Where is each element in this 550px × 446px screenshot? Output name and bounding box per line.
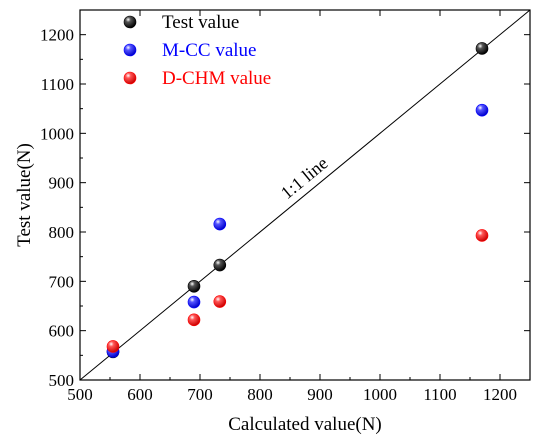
reference-line-1-1 [79,9,531,381]
data-point [213,295,227,308]
data-points [106,42,489,359]
y-tick-label: 700 [49,272,75,291]
data-point [187,279,201,293]
x-tick-label: 700 [187,385,213,404]
legend-marker [123,15,137,29]
y-tick-label: 1200 [40,26,74,45]
y-tick-label: 1000 [40,124,74,143]
y-tick-label: 500 [49,371,75,390]
x-tick-label: 800 [247,385,273,404]
data-point [475,103,489,117]
series-d-chm-value [106,229,489,353]
y-tick-label: 1100 [41,75,74,94]
data-point [475,229,489,242]
reference-line-group: 1:1 line [79,9,531,381]
data-point [106,340,120,353]
x-tick-label: 900 [307,385,333,404]
legend: Test value M-CC value D-CHM value [123,12,271,89]
series-m-cc-value [106,103,489,358]
legend-label: Test value [162,12,239,33]
x-tick-label: 1000 [363,385,397,404]
x-tick-label: 1200 [483,385,517,404]
legend-marker [123,71,137,85]
data-point [187,295,201,309]
data-point [213,258,227,272]
data-point [475,42,489,55]
data-point [213,217,227,231]
x-tick-label: 500 [67,385,93,404]
x-tick-label: 1100 [423,385,456,404]
legend-marker [123,43,137,57]
plot-frame [79,9,531,381]
x-tick-label: 600 [127,385,153,404]
legend-label: D-CHM value [162,68,271,89]
y-axis-title: Test value(N) [14,143,35,247]
y-tick-label: 900 [49,174,75,193]
y-tick-label: 800 [49,223,75,242]
axis-ticks: 500 600 700 800 900 1000 1100 1200 500 600 700 800 9… [40,10,530,404]
x-axis-title: Calculated value(N) [228,414,382,435]
legend-label: M-CC value [162,40,256,61]
data-point [187,313,201,327]
y-tick-label: 600 [49,322,75,341]
